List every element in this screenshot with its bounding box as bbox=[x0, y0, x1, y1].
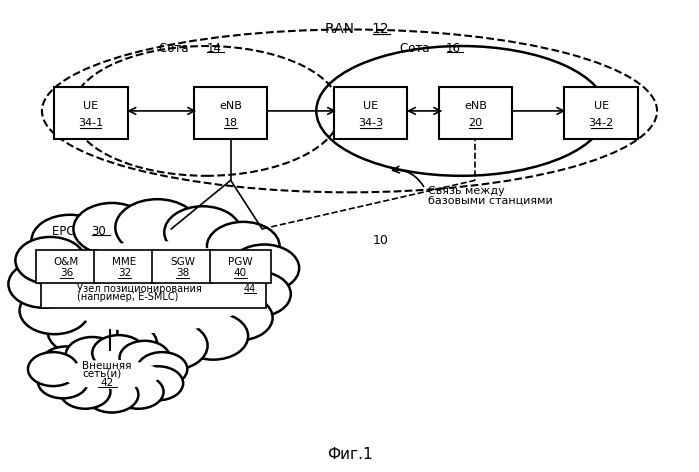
Text: Узел позиционирования: Узел позиционирования bbox=[77, 284, 201, 295]
Circle shape bbox=[135, 321, 208, 370]
Circle shape bbox=[133, 366, 183, 400]
Text: eNB: eNB bbox=[464, 101, 487, 111]
Circle shape bbox=[207, 222, 280, 271]
Circle shape bbox=[224, 271, 291, 317]
Text: 16: 16 bbox=[446, 42, 461, 55]
Text: 30: 30 bbox=[91, 225, 106, 238]
Circle shape bbox=[120, 341, 170, 375]
Text: UE: UE bbox=[83, 101, 99, 111]
Text: базовыми станциями: базовыми станциями bbox=[428, 195, 553, 205]
FancyBboxPatch shape bbox=[439, 87, 512, 139]
Circle shape bbox=[85, 377, 138, 413]
Circle shape bbox=[66, 337, 119, 373]
FancyBboxPatch shape bbox=[55, 87, 127, 139]
Circle shape bbox=[87, 321, 157, 368]
Text: сеть(и): сеть(и) bbox=[82, 369, 122, 379]
Text: Сота: Сота bbox=[400, 42, 433, 55]
FancyBboxPatch shape bbox=[194, 87, 267, 139]
Text: 34-1: 34-1 bbox=[78, 118, 103, 128]
Text: Фиг.1: Фиг.1 bbox=[326, 447, 373, 462]
FancyBboxPatch shape bbox=[210, 250, 271, 283]
Circle shape bbox=[92, 335, 145, 371]
Circle shape bbox=[28, 352, 78, 386]
Circle shape bbox=[113, 375, 164, 409]
FancyBboxPatch shape bbox=[41, 277, 266, 308]
Circle shape bbox=[229, 244, 299, 292]
Circle shape bbox=[206, 295, 273, 340]
Text: 44: 44 bbox=[243, 284, 256, 295]
Text: 10: 10 bbox=[373, 234, 389, 247]
Text: 34-3: 34-3 bbox=[358, 118, 383, 128]
Circle shape bbox=[31, 215, 108, 267]
FancyBboxPatch shape bbox=[94, 250, 155, 283]
Text: 14: 14 bbox=[206, 42, 221, 55]
Text: (например, E-SMLC): (например, E-SMLC) bbox=[77, 292, 178, 303]
Circle shape bbox=[40, 346, 93, 382]
Text: 40: 40 bbox=[234, 268, 247, 278]
Ellipse shape bbox=[30, 224, 278, 349]
Ellipse shape bbox=[39, 351, 182, 397]
FancyBboxPatch shape bbox=[565, 87, 637, 139]
FancyBboxPatch shape bbox=[36, 250, 97, 283]
FancyBboxPatch shape bbox=[152, 250, 213, 283]
Text: Сота: Сота bbox=[159, 42, 193, 55]
Text: 32: 32 bbox=[118, 268, 131, 278]
Text: 42: 42 bbox=[101, 378, 113, 388]
Ellipse shape bbox=[55, 241, 253, 333]
Text: MME: MME bbox=[113, 257, 136, 267]
Text: RAN: RAN bbox=[325, 22, 359, 36]
Circle shape bbox=[178, 312, 248, 360]
Text: 34-2: 34-2 bbox=[589, 118, 614, 128]
Text: Внешняя: Внешняя bbox=[82, 361, 132, 371]
Text: eNB: eNB bbox=[219, 101, 242, 111]
Circle shape bbox=[164, 206, 241, 258]
Circle shape bbox=[115, 199, 199, 256]
Circle shape bbox=[15, 237, 85, 284]
Circle shape bbox=[20, 287, 89, 334]
Text: UE: UE bbox=[593, 101, 609, 111]
Text: EPC: EPC bbox=[52, 225, 79, 238]
Text: O&M: O&M bbox=[54, 257, 79, 267]
Circle shape bbox=[73, 203, 150, 255]
Circle shape bbox=[8, 261, 78, 308]
Text: 18: 18 bbox=[224, 118, 238, 128]
Text: 20: 20 bbox=[468, 118, 482, 128]
Text: 38: 38 bbox=[176, 268, 189, 278]
FancyBboxPatch shape bbox=[334, 87, 407, 139]
Text: Связь между: Связь между bbox=[428, 186, 505, 196]
Text: SGW: SGW bbox=[170, 257, 195, 267]
Circle shape bbox=[48, 308, 117, 355]
Circle shape bbox=[60, 375, 110, 409]
Text: 12: 12 bbox=[372, 22, 389, 36]
Text: PGW: PGW bbox=[228, 257, 253, 267]
Circle shape bbox=[38, 364, 88, 398]
Ellipse shape bbox=[60, 360, 161, 389]
Circle shape bbox=[137, 352, 187, 386]
Text: UE: UE bbox=[363, 101, 378, 111]
Text: 36: 36 bbox=[60, 268, 73, 278]
